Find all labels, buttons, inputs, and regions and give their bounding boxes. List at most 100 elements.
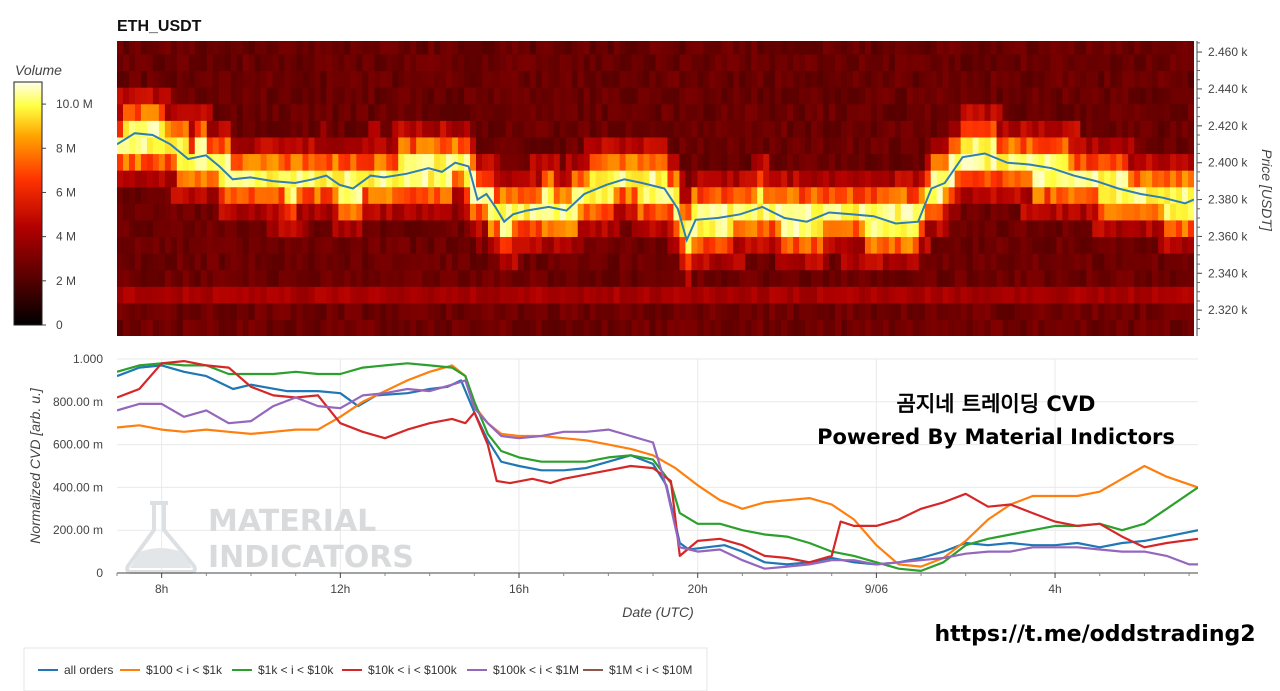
heatmap-cell [1104,170,1111,188]
heatmap-cell [134,219,142,238]
heatmap-cell [517,53,525,72]
heatmap-cell [930,136,938,155]
heatmap-cell [721,120,728,138]
heatmap-cell [912,87,920,105]
heatmap-cell [799,136,806,155]
heatmap-cell [1104,41,1111,55]
heatmap-cell [613,286,621,304]
heatmap-cell [541,219,549,238]
heatmap-cell [733,170,740,188]
heatmap-cell [176,136,184,155]
heatmap-cell [547,103,555,121]
heatmap-cell [745,219,752,238]
heatmap-cell [727,136,734,155]
heatmap-cell [625,186,633,204]
heatmap-cell [1110,103,1117,121]
heatmap-cell [1110,253,1117,271]
heatmap-cell [374,203,381,221]
heatmap-cell [117,253,124,271]
heatmap-cell [679,286,687,304]
heatmap-cell [966,87,974,105]
heatmap-cell [332,87,339,105]
heatmap-cell [1152,70,1159,88]
telegram-link[interactable]: https://t.me/oddstrading2 [934,622,1255,647]
heatmap-cell [978,203,986,221]
heatmap-cell [1062,170,1069,188]
heatmap-cell [942,153,950,171]
heatmap-cell [775,70,782,88]
heatmap-cell [296,186,304,204]
heatmap-cell [523,302,531,320]
heatmap-cell [936,219,944,238]
heatmap-cell [152,170,160,188]
heatmap-cell [721,319,728,336]
heatmap-cell [224,120,232,138]
heatmap-cell [745,70,752,88]
heatmap-cell [763,103,770,121]
heatmap-cell [398,219,405,238]
heatmap-cell [864,319,872,336]
heatmap-cell [332,253,339,271]
heatmap-cell [146,136,154,155]
heatmap-cell [505,253,513,271]
heatmap-cell [230,41,238,55]
heatmap-cell [290,253,298,271]
heatmap-cell [523,186,531,204]
heatmap-cell [1074,269,1081,287]
heatmap-cell [775,103,782,121]
heatmap-cell [194,53,202,72]
heatmap-cell [1086,253,1093,271]
heatmap-cell [1122,319,1129,336]
heatmap-cell [117,319,124,336]
cvd-series-line-0 [117,364,1198,566]
heatmap-cell [218,41,226,55]
heatmap-cell [404,253,411,271]
heatmap-cell [823,302,830,320]
heatmap-cell [194,186,202,204]
heatmap-cell [649,269,657,287]
heatmap-cell [835,103,842,121]
heatmap-cell [954,219,962,238]
heatmap-cell [350,253,357,271]
heatmap-cell [709,302,716,320]
heatmap-cell [769,53,776,72]
heatmap-cell [535,170,543,188]
heatmap-cell [1110,186,1117,204]
heatmap-cell [446,253,453,271]
heatmap-cell [416,87,423,105]
heatmap-cell [1116,286,1123,304]
heatmap-cell [422,319,429,336]
heatmap-cell [158,153,166,171]
heatmap-cell [242,87,250,105]
heatmap-cell [422,41,429,55]
heatmap-cell [428,70,435,88]
heatmap-cell [356,136,363,155]
heatmap-cell [176,153,184,171]
heatmap-cell [434,87,441,105]
heatmap-cell [338,253,345,271]
heatmap-cell [476,186,483,204]
heatmap-cell [230,253,238,271]
heatmap-cell [170,153,178,171]
heatmap-cell [368,103,375,121]
watermark-line-1: MATERIAL [208,504,376,539]
heatmap-cell [571,103,579,121]
heatmap-cell [344,286,351,304]
colorbar-axis: 02 M4 M6 M8 M10.0 M [42,97,93,332]
heatmap-cell [1110,41,1117,55]
heatmap-cell [1032,286,1040,304]
heatmap-cell [296,53,304,72]
heatmap-cell [1110,286,1117,304]
heatmap-cell [888,53,896,72]
heatmap-cell [900,70,908,88]
heatmap-cell [924,236,932,254]
heatmap-cell [930,41,938,55]
heatmap-cell [667,120,675,138]
heatmap-cell [727,120,734,138]
heatmap-cell [900,87,908,105]
heatmap-cell [673,319,681,336]
heatmap-cell [392,253,399,271]
heatmap-cell [673,286,681,304]
heatmap-cell [553,286,561,304]
heatmap-cell [1164,153,1171,171]
